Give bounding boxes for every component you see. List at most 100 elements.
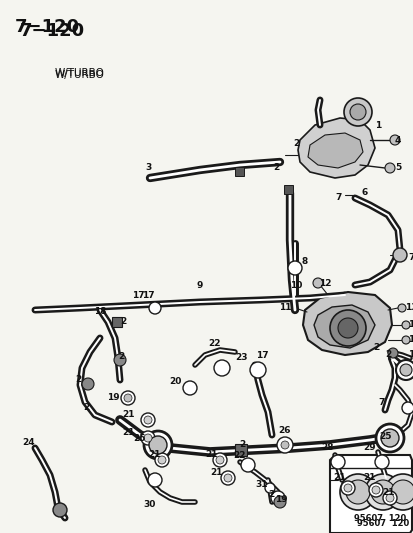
Circle shape <box>385 494 393 502</box>
Text: 11: 11 <box>279 303 291 312</box>
Circle shape <box>382 491 396 505</box>
Circle shape <box>384 163 394 173</box>
Circle shape <box>276 437 292 453</box>
Circle shape <box>121 391 135 405</box>
Text: 6: 6 <box>361 188 367 197</box>
Circle shape <box>271 491 284 505</box>
Circle shape <box>114 354 126 366</box>
Circle shape <box>212 453 226 467</box>
Circle shape <box>401 336 409 344</box>
Circle shape <box>330 455 344 469</box>
Text: 21: 21 <box>122 410 135 419</box>
Bar <box>112 317 122 327</box>
Text: 8: 8 <box>301 257 308 266</box>
Circle shape <box>345 480 369 504</box>
Circle shape <box>339 474 375 510</box>
Circle shape <box>364 474 400 510</box>
Text: 24: 24 <box>22 439 35 448</box>
Circle shape <box>389 135 399 145</box>
Circle shape <box>82 378 94 390</box>
Text: 18: 18 <box>94 308 107 317</box>
Text: 17: 17 <box>255 351 268 360</box>
Text: 17: 17 <box>132 290 145 300</box>
Text: 5: 5 <box>394 164 400 173</box>
Circle shape <box>287 261 301 275</box>
Circle shape <box>399 364 411 376</box>
Polygon shape <box>313 305 374 348</box>
Text: 20: 20 <box>169 377 182 386</box>
Text: 7−120: 7−120 <box>20 22 85 40</box>
Circle shape <box>349 104 365 120</box>
Text: 19: 19 <box>274 496 287 505</box>
Circle shape <box>273 496 285 508</box>
Text: 2: 2 <box>118 352 124 361</box>
Text: 1: 1 <box>374 120 380 130</box>
Circle shape <box>280 441 288 449</box>
Text: 21: 21 <box>381 489 394 497</box>
Text: 10: 10 <box>289 280 301 289</box>
Circle shape <box>401 402 413 414</box>
Text: 2: 2 <box>385 351 391 359</box>
Polygon shape <box>297 118 374 178</box>
Text: 30: 30 <box>143 500 156 509</box>
Circle shape <box>384 474 413 510</box>
Circle shape <box>395 360 413 380</box>
Text: 7: 7 <box>335 192 341 201</box>
Text: 7: 7 <box>407 254 413 262</box>
Circle shape <box>158 456 166 464</box>
Circle shape <box>368 483 382 497</box>
Text: 2: 2 <box>293 139 299 148</box>
Circle shape <box>149 302 161 314</box>
Circle shape <box>249 362 266 378</box>
Text: 21: 21 <box>122 429 135 438</box>
Text: 28: 28 <box>321 443 333 452</box>
Bar <box>283 185 292 194</box>
Text: W/TURBO: W/TURBO <box>55 70 104 80</box>
Text: 15: 15 <box>407 335 413 344</box>
Text: 21: 21 <box>147 450 160 459</box>
Circle shape <box>374 455 388 469</box>
Text: 12: 12 <box>318 279 330 288</box>
Text: 27: 27 <box>411 425 413 434</box>
Text: 2: 2 <box>83 403 90 413</box>
Text: 2: 2 <box>268 490 274 499</box>
Circle shape <box>337 318 357 338</box>
Circle shape <box>387 348 397 358</box>
Text: 22: 22 <box>208 339 221 348</box>
Circle shape <box>375 424 403 452</box>
Circle shape <box>147 473 161 487</box>
Text: 16: 16 <box>407 351 413 359</box>
Circle shape <box>144 431 171 459</box>
Text: 21: 21 <box>209 469 222 478</box>
Text: 95607  120: 95607 120 <box>356 519 408 528</box>
Text: 2: 2 <box>76 376 82 384</box>
Circle shape <box>380 429 398 447</box>
Text: 19: 19 <box>107 393 120 402</box>
Text: 95607  120: 95607 120 <box>353 514 405 523</box>
Circle shape <box>183 381 197 395</box>
Text: 25: 25 <box>379 432 391 441</box>
Bar <box>235 167 243 176</box>
Text: 2: 2 <box>373 343 379 352</box>
Circle shape <box>144 416 152 424</box>
Text: 2: 2 <box>120 318 126 327</box>
Text: 31: 31 <box>255 481 267 489</box>
Circle shape <box>53 503 67 517</box>
Text: 23: 23 <box>235 353 247 362</box>
Circle shape <box>214 360 230 376</box>
Circle shape <box>149 436 166 454</box>
Text: 21: 21 <box>204 450 217 459</box>
Text: 14: 14 <box>407 320 413 329</box>
Text: 13: 13 <box>404 303 413 312</box>
Circle shape <box>154 453 169 467</box>
Circle shape <box>264 483 274 493</box>
Text: 17: 17 <box>141 290 154 300</box>
Text: 21: 21 <box>363 473 375 482</box>
Polygon shape <box>307 133 362 168</box>
Text: 21: 21 <box>333 473 345 482</box>
Circle shape <box>370 480 394 504</box>
Circle shape <box>141 431 154 445</box>
Text: 29: 29 <box>363 443 375 452</box>
Circle shape <box>329 310 365 346</box>
Circle shape <box>392 248 406 262</box>
